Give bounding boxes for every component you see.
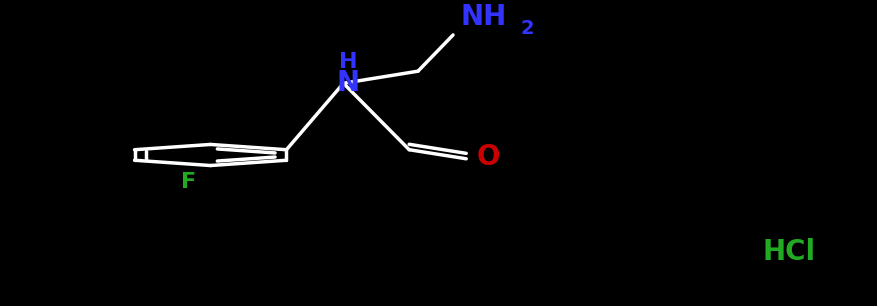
Text: HCl: HCl bbox=[763, 238, 816, 266]
Text: N: N bbox=[336, 69, 360, 97]
Text: F: F bbox=[181, 172, 196, 192]
Text: 2: 2 bbox=[521, 19, 534, 39]
Text: NH: NH bbox=[460, 3, 507, 31]
Text: H: H bbox=[339, 52, 357, 72]
Text: O: O bbox=[476, 143, 500, 171]
